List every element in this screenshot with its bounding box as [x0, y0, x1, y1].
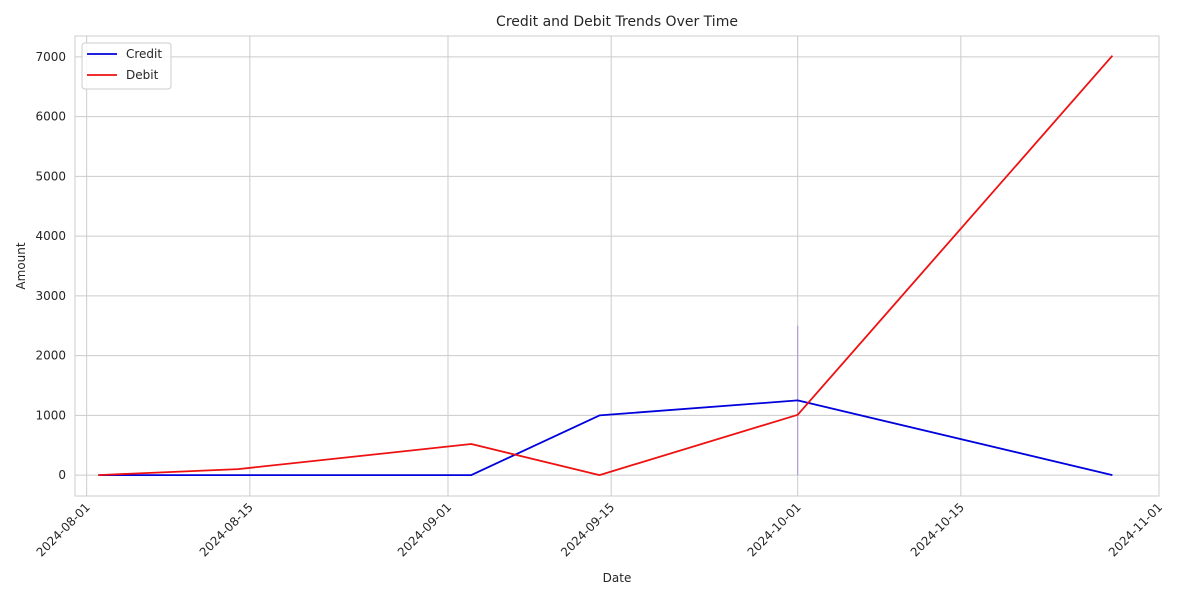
y-tick-label: 1000: [35, 408, 66, 422]
chart-title: Credit and Debit Trends Over Time: [496, 14, 738, 30]
y-tick-label: 2000: [35, 349, 66, 363]
x-axis-label: Date: [603, 571, 632, 585]
y-axis-ticks: 0 1000 2000 3000 4000 5000 6000 7000: [35, 50, 66, 482]
y-tick-label: 7000: [35, 50, 66, 64]
y-tick-label: 6000: [35, 110, 66, 124]
series-line-credit: [98, 399, 1113, 477]
y-axis-label: Amount: [14, 242, 28, 289]
series-line-debit: [98, 55, 1114, 477]
legend-label-debit: Debit: [126, 68, 159, 82]
y-tick-label: 4000: [35, 229, 66, 243]
plot-area: [74, 35, 1160, 497]
legend-label-credit: Credit: [126, 47, 162, 61]
y-tick-label: 3000: [35, 289, 66, 303]
y-tick-label: 5000: [35, 169, 66, 183]
legend: Credit Debit: [81, 42, 172, 90]
y-tick-label: 0: [58, 468, 66, 482]
series-lines: [98, 55, 1114, 477]
